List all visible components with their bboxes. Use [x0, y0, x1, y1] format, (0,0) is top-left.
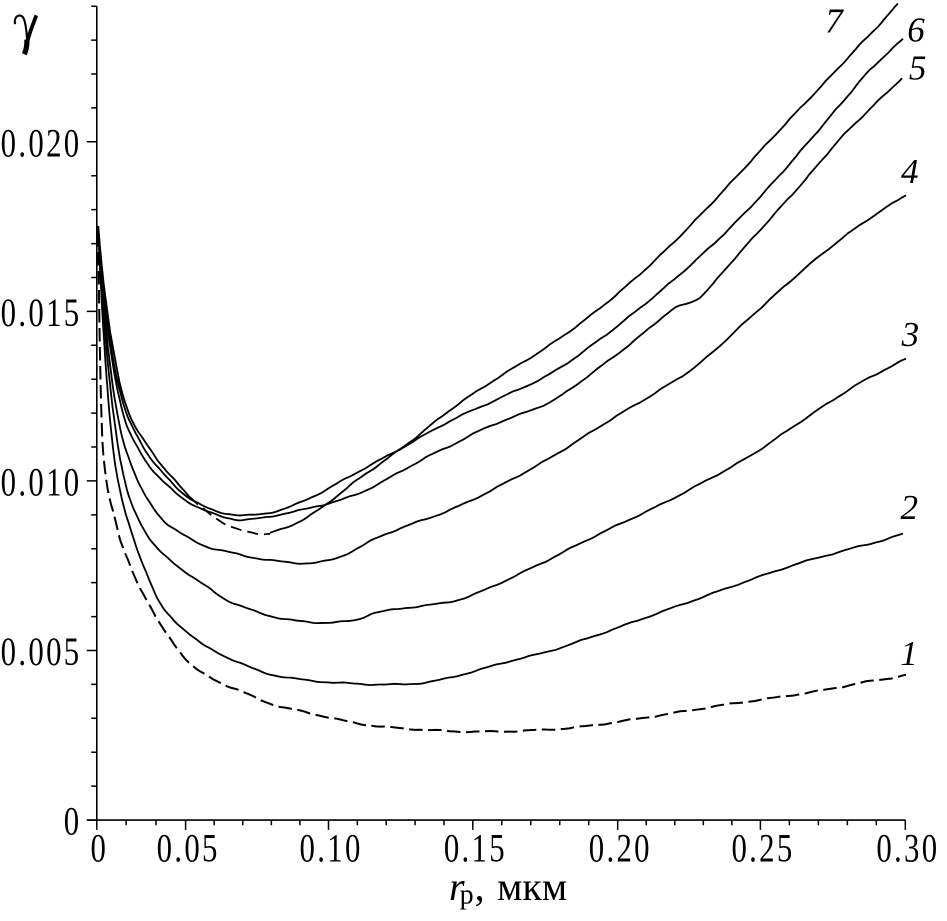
svg-text:6: 6 [907, 11, 925, 50]
svg-text:0: 0 [91, 826, 109, 871]
svg-text:5: 5 [909, 49, 927, 88]
svg-text:0.005: 0.005 [1, 629, 82, 674]
svg-text:4: 4 [901, 152, 919, 191]
svg-text:0.015: 0.015 [1, 290, 82, 335]
svg-text:2: 2 [900, 488, 918, 527]
svg-text:0.020: 0.020 [1, 121, 82, 166]
svg-text:1: 1 [900, 634, 918, 673]
svg-text:rp, мкм: rp, мкм [449, 864, 567, 911]
svg-text:0.20: 0.20 [589, 826, 652, 871]
svg-text:0: 0 [64, 799, 82, 844]
svg-text:7: 7 [825, 2, 844, 41]
svg-text:0.15: 0.15 [444, 826, 507, 871]
svg-text:0.30: 0.30 [876, 826, 939, 871]
svg-text:3: 3 [901, 315, 920, 354]
svg-text:0.010: 0.010 [1, 460, 82, 505]
svg-text:0.10: 0.10 [300, 826, 363, 871]
svg-text:0.05: 0.05 [157, 826, 220, 871]
svg-text:0.25: 0.25 [731, 826, 794, 871]
